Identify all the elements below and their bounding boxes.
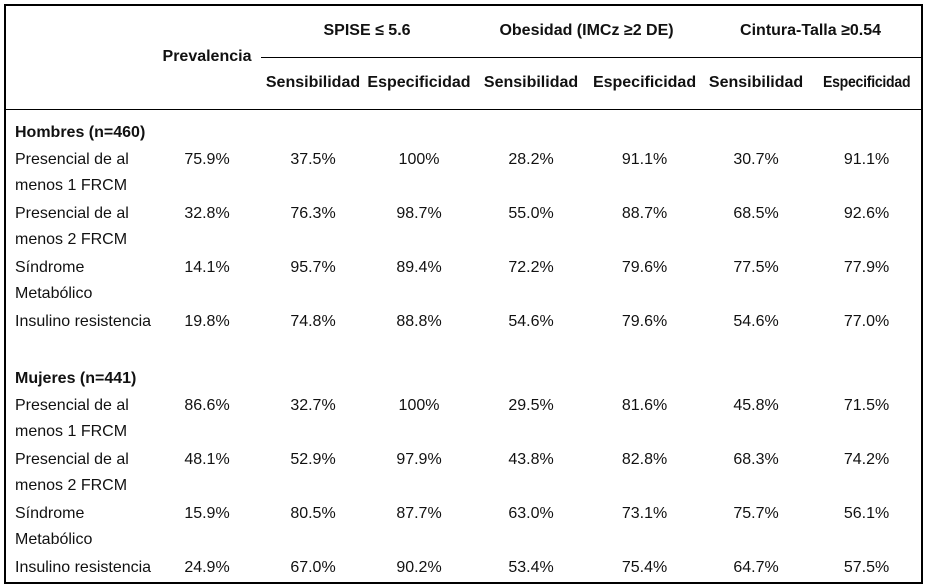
cell-value: 97.9% [396, 450, 442, 468]
cell-value: 98.7% [396, 204, 442, 222]
cell-value: 77.0% [843, 312, 890, 330]
section-spacer [5, 336, 922, 356]
cell-value: 75.7% [733, 504, 779, 522]
cell-prevalencia: 24.9% [184, 558, 230, 576]
cell-prevalencia: 86.6% [184, 396, 230, 414]
cell-value: 82.8% [621, 450, 668, 468]
cell-prevalencia: 32.8% [184, 204, 230, 222]
cell-value: 88.8% [396, 312, 442, 330]
cell-value: 64.7% [733, 558, 779, 576]
cell-value: 32.7% [290, 396, 336, 414]
cell-value: 57.5% [843, 558, 890, 576]
column-header-sensibilidad-cintura: Sensibilidad [700, 57, 813, 110]
cell-value: 56.1% [843, 504, 890, 522]
cell-value: 73.1% [621, 504, 668, 522]
table-row: Síndrome Metabólico 14.1% 95.7% 89.4% 72… [5, 254, 922, 308]
cell-value: 79.6% [621, 312, 668, 330]
cell-value: 90.2% [396, 558, 442, 576]
cell-prevalencia: 15.9% [184, 504, 230, 522]
cell-value: 88.7% [621, 204, 668, 222]
column-header-especificidad-spise: Especificidad [365, 57, 474, 110]
cell-value: 91.1% [621, 150, 668, 168]
column-header-especificidad-cintura-label: Especificidad [822, 74, 911, 91]
row-label: Presencial de al menos 2 FRCM [15, 204, 129, 248]
table-row: Insulino resistencia 19.8% 74.8% 88.8% 5… [5, 308, 922, 336]
cell-value: 71.5% [843, 396, 890, 414]
table-row: Presencial de al menos 1 FRCM 86.6% 32.7… [5, 392, 922, 446]
cell-value: 75.4% [621, 558, 668, 576]
column-group-cintura-talla: Cintura-Talla ≥0.54 [700, 5, 923, 58]
table-row: Presencial de al menos 2 FRCM 32.8% 76.3… [5, 200, 922, 254]
cell-prevalencia: 19.8% [184, 312, 230, 330]
column-header-sensibilidad-obesidad: Sensibilidad [473, 57, 590, 110]
section-title-label: Mujeres (n=441) [15, 369, 137, 387]
header-group-row: Prevalencia SPISE ≤ 5.6 Obesidad (IMCz ≥… [5, 5, 923, 110]
cell-value: 87.7% [396, 504, 442, 522]
cell-value: 100% [398, 150, 440, 168]
cell-value: 45.8% [733, 396, 779, 414]
cell-value: 77.9% [843, 258, 890, 276]
cell-value: 74.8% [290, 312, 336, 330]
cell-value: 95.7% [290, 258, 336, 276]
cell-value: 52.9% [290, 450, 336, 468]
cell-value: 30.7% [733, 150, 779, 168]
cell-value: 68.3% [733, 450, 779, 468]
cell-prevalencia: 75.9% [184, 150, 230, 168]
section-title-mujeres: Mujeres (n=441) [5, 356, 922, 392]
column-group-spise: SPISE ≤ 5.6 [261, 5, 474, 58]
row-label: Presencial de al menos 1 FRCM [15, 396, 129, 440]
cell-value: 91.1% [843, 150, 890, 168]
cell-value: 54.6% [508, 312, 554, 330]
cell-value: 100% [398, 396, 440, 414]
cell-value: 80.5% [290, 504, 336, 522]
row-label: Insulino resistencia [15, 558, 152, 576]
column-header-prevalencia: Prevalencia [153, 5, 261, 110]
header-sub-row: Sensibilidad Especificidad Sensibilidad … [5, 57, 923, 110]
cell-prevalencia: 48.1% [184, 450, 230, 468]
row-label: Presencial de al menos 2 FRCM [15, 450, 129, 494]
row-label: Presencial de al menos 1 FRCM [15, 150, 129, 194]
cell-value: 67.0% [290, 558, 336, 576]
cell-value: 77.5% [733, 258, 779, 276]
table-row: Presencial de al menos 2 FRCM 48.1% 52.9… [5, 446, 922, 500]
column-header-sensibilidad-spise: Sensibilidad [261, 57, 365, 110]
cell-value: 53.4% [508, 558, 554, 576]
cell-value: 68.5% [733, 204, 779, 222]
corner-cell [5, 5, 153, 110]
row-label: Síndrome Metabólico [15, 504, 93, 548]
cell-value: 43.8% [508, 450, 554, 468]
cell-value: 79.6% [621, 258, 668, 276]
cell-value: 89.4% [396, 258, 442, 276]
cell-value: 29.5% [508, 396, 554, 414]
table-row: Presencial de al menos 1 FRCM 75.9% 37.5… [5, 146, 922, 200]
row-label: Síndrome Metabólico [15, 258, 93, 302]
cell-value: 28.2% [508, 150, 554, 168]
cell-value: 63.0% [508, 504, 554, 522]
cell-value: 54.6% [733, 312, 779, 330]
section-title-hombres: Hombres (n=460) [5, 109, 922, 146]
cell-value: 37.5% [290, 150, 336, 168]
cell-value: 74.2% [843, 450, 890, 468]
column-header-especificidad-obesidad: Especificidad [589, 57, 701, 110]
diagnostic-results-table: Prevalencia SPISE ≤ 5.6 Obesidad (IMCz ≥… [4, 4, 924, 584]
cell-value: 72.2% [508, 258, 554, 276]
cell-value: 55.0% [508, 204, 554, 222]
column-group-obesidad: Obesidad (IMCz ≥2 DE) [473, 5, 701, 58]
column-header-especificidad-cintura: Especificidad [812, 57, 923, 110]
row-label: Insulino resistencia [15, 312, 152, 330]
table-row: Síndrome Metabólico 15.9% 80.5% 87.7% 63… [5, 500, 922, 554]
page: Prevalencia SPISE ≤ 5.6 Obesidad (IMCz ≥… [4, 4, 924, 584]
cell-value: 81.6% [621, 396, 668, 414]
cell-prevalencia: 14.1% [184, 258, 230, 276]
cell-value: 92.6% [843, 204, 890, 222]
cell-value: 76.3% [290, 204, 336, 222]
table-row: Insulino resistencia 24.9% 67.0% 90.2% 5… [5, 554, 922, 583]
section-title-label: Hombres (n=460) [15, 123, 146, 141]
